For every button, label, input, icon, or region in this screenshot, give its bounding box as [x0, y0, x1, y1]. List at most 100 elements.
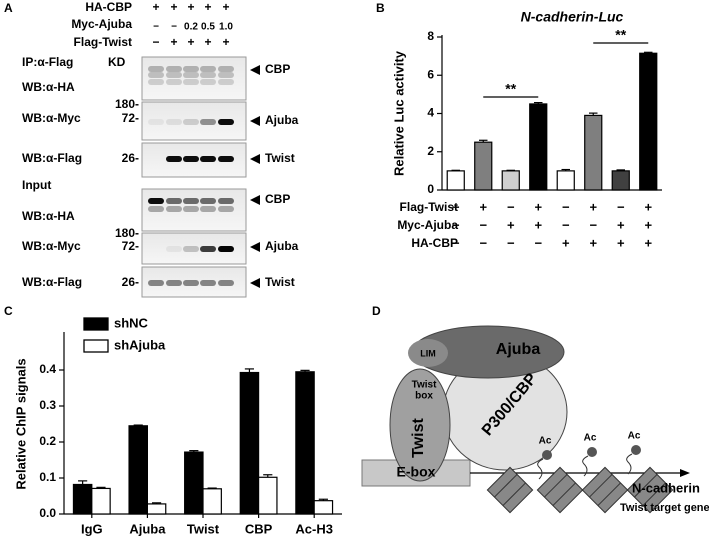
condition-sign: −	[452, 199, 460, 214]
lane-value: +	[204, 0, 211, 14]
condition-sign: +	[644, 235, 652, 250]
histone-tail	[626, 453, 633, 475]
y-tick-label: 0	[427, 182, 434, 196]
y-tick-label: 0.3	[39, 398, 56, 412]
antibody-label: WB:α-HA	[22, 209, 75, 223]
blot-band	[166, 79, 182, 85]
blot-band	[148, 66, 164, 72]
condition-sign: +	[534, 199, 542, 214]
error-bar	[78, 480, 88, 485]
panel-label: C	[4, 304, 13, 318]
error-bar	[244, 368, 255, 373]
condition-sign: +	[589, 235, 597, 250]
arrow-head	[680, 469, 690, 477]
kd-marker: 180-	[115, 97, 139, 111]
nucleosome-stripe	[544, 474, 568, 498]
blot-band	[218, 198, 234, 204]
condition-sign: +	[562, 235, 570, 250]
ajuba-label: Ajuba	[496, 341, 541, 358]
twist-shape	[389, 368, 451, 482]
bar	[501, 170, 520, 191]
bar	[313, 500, 334, 515]
error-bar	[96, 486, 106, 489]
lane-value: +	[187, 0, 194, 14]
blot-band	[200, 72, 216, 78]
error-bar	[133, 424, 143, 426]
nucleosome	[581, 466, 629, 514]
lim-label: LIM	[420, 348, 436, 358]
condition-sign: +	[617, 235, 625, 250]
condition-sign: +	[534, 217, 542, 232]
legend-label: shAjuba	[114, 337, 166, 352]
panel-label: D	[372, 304, 381, 318]
bar	[639, 52, 658, 191]
condition-sign: −	[452, 217, 460, 232]
nucleosome-stripe	[502, 482, 526, 506]
error-bar	[207, 487, 217, 489]
lane-value: −	[171, 22, 177, 33]
blot-image	[141, 188, 247, 232]
lim-shape	[408, 339, 448, 367]
error-bar	[616, 169, 626, 171]
protein-label: CBP	[265, 62, 290, 76]
nucleosome-stripe	[597, 482, 621, 506]
nucleosome	[486, 466, 534, 514]
y-axis-label: Relative Luc activity	[391, 50, 406, 176]
bar	[239, 371, 260, 515]
blot-band	[218, 156, 234, 162]
bar	[295, 371, 315, 515]
error-bar	[263, 474, 273, 478]
target-label: Twist target genes	[620, 502, 709, 514]
arrow	[250, 116, 260, 126]
nucleosome-body	[486, 466, 534, 514]
protein-label: CBP	[265, 192, 290, 206]
error-bar	[478, 139, 488, 143]
condition-sign: +	[589, 199, 597, 214]
condition-label: HA-CBP	[411, 236, 458, 250]
acetyl-label: Ac	[539, 436, 552, 447]
blot-band	[148, 119, 164, 125]
bar	[184, 451, 204, 515]
y-tick-label: 0.2	[39, 434, 56, 448]
blot-band	[166, 119, 182, 125]
condition-sign: +	[644, 199, 652, 214]
e-box-label: E-box	[397, 464, 436, 480]
condition-label: HA-CBP	[85, 0, 132, 14]
condition-sign: −	[534, 235, 542, 250]
legend-label: shNC	[114, 315, 149, 330]
condition-label: Myc-Ajuba	[397, 218, 458, 232]
x-tick-label: IgG	[81, 521, 103, 536]
bar	[584, 114, 603, 191]
antibody-label: WB:α-HA	[22, 80, 75, 94]
y-tick-label: 4	[427, 106, 434, 120]
error-bar	[588, 112, 598, 116]
lane-value: +	[222, 35, 229, 49]
blot-band	[166, 198, 182, 204]
error-bar	[189, 450, 199, 453]
significance-label: **	[615, 27, 626, 43]
protein-label: Twist	[265, 275, 295, 289]
lane-value: +	[187, 35, 194, 49]
acetyl-label: Ac	[584, 433, 597, 444]
blot-band	[183, 119, 199, 125]
nucleosome-stripe	[494, 474, 518, 498]
bar	[611, 170, 630, 191]
error-bar	[318, 498, 328, 501]
blot-band	[218, 66, 234, 72]
nucleosome-stripe	[552, 482, 576, 506]
bar	[556, 170, 575, 191]
condition-sign: +	[617, 217, 625, 232]
twist-label: Twist	[410, 417, 427, 457]
y-tick-label: 2	[427, 144, 434, 158]
histone-tail	[537, 458, 544, 480]
blot-band	[200, 198, 216, 204]
blot-band	[148, 280, 164, 286]
blot-band	[200, 280, 216, 286]
lane-value: +	[170, 0, 177, 14]
significance-label: **	[505, 81, 516, 97]
nucleosome-stripe	[634, 474, 658, 498]
bar	[202, 488, 222, 515]
condition-sign: −	[479, 235, 487, 250]
y-axis-label: Relative ChIP signals	[13, 358, 28, 489]
